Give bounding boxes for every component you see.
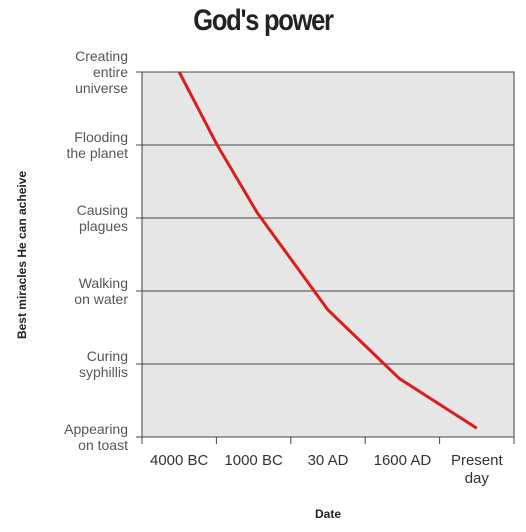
- y-tick-label: Appearing on toast: [64, 421, 128, 453]
- chart-title: God's power: [193, 4, 334, 37]
- y-axis-label: Best miracles He can acheive: [15, 170, 29, 340]
- x-tick-label: 30 AD: [307, 452, 349, 469]
- x-tick-label: 4000 BC: [150, 452, 209, 469]
- y-tick-label: Curing syphillis: [78, 348, 128, 380]
- x-tick-label: 1000 BC: [224, 452, 283, 469]
- y-tick-label: Walking on water: [74, 275, 128, 307]
- line-series: [177, 71, 478, 430]
- x-axis-label: Date: [314, 507, 341, 521]
- y-tick-label: Causing plagues: [76, 202, 128, 234]
- plot-area: [141, 71, 515, 438]
- y-tick-label: Flooding the planet: [66, 129, 129, 161]
- x-tick-label: Present day: [450, 452, 503, 487]
- x-tick-label: 1600 AD: [373, 452, 432, 469]
- y-tick-label: Creating entire universe: [75, 48, 128, 96]
